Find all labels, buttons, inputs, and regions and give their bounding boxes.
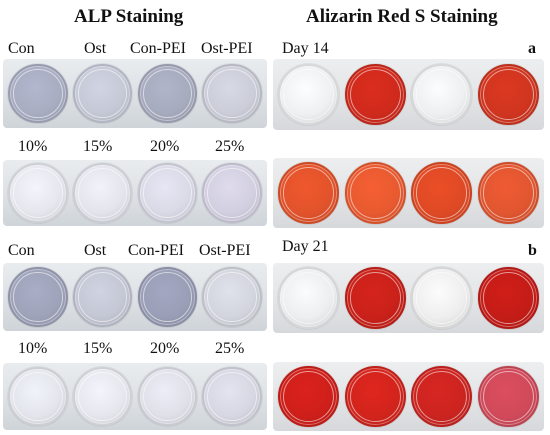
well-3 [137,366,198,427]
well-4 [202,63,262,124]
well-1 [8,163,68,223]
group-label-ost: Ost [84,40,107,57]
well-2 [344,365,406,428]
ars-plate-b-row1 [273,263,544,333]
day-label-b: Day 21 [282,238,329,255]
conc-label-20-b: 20% [150,340,180,357]
well-1 [278,267,340,329]
ars-plate-a-row2 [273,158,544,228]
well-1 [8,366,68,427]
group-label-con: Con [8,40,35,57]
ars-plate-b-row2 [273,362,544,431]
conc-label-25-b: 25% [215,340,245,357]
well-3 [137,163,198,223]
ars-plate-a-row1 [273,59,544,130]
alp-staining-title: ALP Staining [74,6,184,27]
well-3 [411,365,473,428]
conc-label-25: 25% [215,138,245,155]
well-2 [344,162,406,224]
well-2 [72,163,133,223]
group-label-ost-pei-b: Ost-PEI [199,242,251,259]
panel-letter-b: b [528,242,537,259]
well-1 [8,267,68,327]
alizarin-red-title: Alizarin Red S Staining [306,6,498,27]
well-3 [137,63,198,124]
conc-label-10-b: 10% [18,340,48,357]
well-2 [72,63,133,124]
well-3 [411,63,473,126]
conc-label-15-b: 15% [83,340,113,357]
group-label-con-b: Con [8,242,35,259]
well-3 [411,162,473,224]
well-4 [477,267,539,329]
alp-plate-a-row1 [3,59,267,128]
well-2 [72,366,133,427]
well-4 [477,365,539,428]
well-4 [477,63,539,126]
well-3 [411,267,473,329]
well-2 [344,267,406,329]
conc-label-20: 20% [150,138,180,155]
panel-letter-a: a [528,40,536,57]
conc-label-15: 15% [83,138,113,155]
alp-plate-b-row2 [3,363,267,430]
conc-label-10: 10% [18,138,48,155]
group-label-ost-b: Ost [84,242,107,259]
well-4 [202,267,262,327]
well-4 [202,163,262,223]
well-2 [344,63,406,126]
well-1 [8,63,68,124]
well-2 [72,267,133,327]
well-1 [278,162,340,224]
alp-plate-b-row1 [3,263,267,331]
day-label: Day 14 [282,40,329,57]
group-label-ost-pei: Ost-PEI [201,40,253,57]
well-1 [278,63,340,126]
group-label-con-pei-b: Con-PEI [128,242,184,259]
well-4 [202,366,262,427]
group-label-con-pei: Con-PEI [130,40,186,57]
well-4 [477,162,539,224]
alp-plate-a-row2 [3,160,267,226]
well-3 [137,267,198,327]
well-1 [278,365,340,428]
